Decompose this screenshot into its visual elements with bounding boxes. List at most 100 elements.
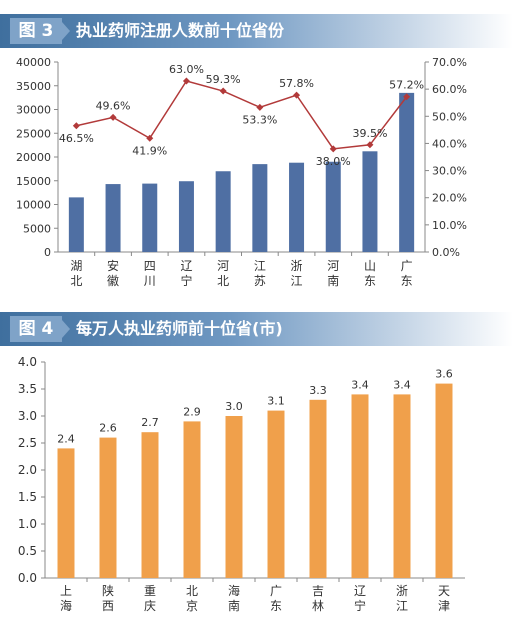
bar <box>351 394 369 578</box>
y-tick-label: 5000 <box>23 222 51 235</box>
series-line <box>76 80 408 150</box>
bar <box>142 183 158 252</box>
line-point <box>293 91 301 99</box>
y-tick-label: 25000 <box>16 127 51 140</box>
x-tick-label: 吉林 <box>312 584 324 613</box>
y2-tick-label: 30.0% <box>432 165 467 178</box>
data-label: 49.6% <box>96 99 131 112</box>
data-label: 3.6 <box>435 368 453 381</box>
x-tick-label: 陕西 <box>102 583 114 613</box>
y-tick-label: 4.0 <box>18 355 37 369</box>
y2-tick-label: 40.0% <box>432 137 467 150</box>
x-tick-label: 浙江 <box>396 584 408 613</box>
x-tick-label: 江苏 <box>254 259 266 288</box>
bar <box>178 181 194 252</box>
y2-tick-label: 0.0% <box>432 246 460 259</box>
bar <box>99 437 117 578</box>
data-label: 2.9 <box>183 405 201 418</box>
bar <box>225 416 243 578</box>
data-label: 46.5% <box>59 132 94 145</box>
data-label: 3.0 <box>225 400 243 413</box>
figure3-title: 执业药师注册人数前十位省份 <box>76 21 285 40</box>
figure4-title: 每万人执业药师前十位省(市) <box>76 319 283 338</box>
bar <box>215 171 231 252</box>
x-tick-label: 安徽 <box>107 258 119 288</box>
data-label: 38.0% <box>316 155 351 168</box>
data-label: 63.0% <box>169 63 204 76</box>
x-tick-label: 海南 <box>228 583 240 613</box>
figure3-header: 图 3 执业药师注册人数前十位省份 <box>0 14 513 48</box>
data-label: 3.4 <box>351 378 369 391</box>
y-tick-label: 20000 <box>16 151 51 164</box>
line-point <box>146 134 154 142</box>
data-label: 57.2% <box>389 79 424 92</box>
data-label: 41.9% <box>132 144 167 157</box>
data-label: 3.3 <box>309 384 327 397</box>
x-tick-label: 北京 <box>186 584 198 613</box>
bar <box>252 164 268 252</box>
data-label: 3.1 <box>267 395 285 408</box>
bar <box>435 383 453 578</box>
y-tick-label: 0.0 <box>18 571 37 585</box>
data-label: 39.5% <box>352 127 387 140</box>
data-label: 53.3% <box>242 113 277 126</box>
x-tick-label: 河南 <box>327 259 339 288</box>
y-tick-label: 1.5 <box>18 490 37 504</box>
line-point <box>219 87 227 95</box>
figure3-tag: 图 3 <box>10 18 62 44</box>
figure3-tag-arrow-icon <box>62 22 70 40</box>
data-label: 3.4 <box>393 378 411 391</box>
line-point <box>72 122 80 130</box>
figure4-chart: 0.0 0.5 1.0 1.5 2.0 2.5 3.0 3.5 4.0 2.4 上海 2.6 陕西 2.7… <box>18 355 465 613</box>
y-tick-label: 40000 <box>16 56 51 69</box>
y-tick-label: 35000 <box>16 80 51 93</box>
figure4-header: 图 4 每万人执业药师前十位省(市) <box>0 312 513 346</box>
data-label: 59.3% <box>206 73 241 86</box>
y-tick-label: 10000 <box>16 199 51 212</box>
y2-tick-label: 70.0% <box>432 56 467 69</box>
line-point <box>366 141 374 149</box>
line-point <box>182 77 190 85</box>
x-tick-label: 重庆 <box>144 584 156 613</box>
figure4-tag-arrow-icon <box>62 320 70 338</box>
bar <box>68 197 84 252</box>
y-tick-label: 2.5 <box>18 436 37 450</box>
x-tick-label: 辽宁 <box>354 584 366 613</box>
bar <box>183 421 201 578</box>
bar <box>105 184 121 252</box>
y-tick-label: 2.0 <box>18 463 37 477</box>
y2-tick-label: 20.0% <box>432 192 467 205</box>
bar <box>289 162 305 252</box>
data-label: 2.6 <box>99 422 117 435</box>
x-tick-label: 广东 <box>270 584 282 613</box>
bar <box>399 92 415 252</box>
x-tick-label: 辽宁 <box>180 259 192 288</box>
y-tick-label: 0 <box>44 246 51 259</box>
data-label: 2.4 <box>57 432 75 445</box>
bar <box>267 410 285 578</box>
bar <box>57 448 75 578</box>
y-tick-label: 1.0 <box>18 517 37 531</box>
line-point <box>329 145 337 153</box>
x-tick-label: 湖北 <box>70 258 82 288</box>
y-tick-label: 3.0 <box>18 409 37 423</box>
y-tick-label: 15000 <box>16 175 51 188</box>
bar <box>325 161 341 252</box>
y-tick-label: 3.5 <box>18 382 37 396</box>
x-tick-label: 广东 <box>401 259 413 288</box>
figure4-tag: 图 4 <box>10 316 62 342</box>
data-label: 2.7 <box>141 416 159 429</box>
x-tick-label: 天津 <box>438 584 450 613</box>
data-label: 57.8% <box>279 77 314 90</box>
bar <box>309 399 327 578</box>
bar <box>141 432 159 578</box>
y-tick-label: 30000 <box>16 104 51 117</box>
line-point <box>256 103 264 111</box>
x-tick-label: 河北 <box>217 259 229 288</box>
x-tick-label: 上海 <box>60 584 72 613</box>
figure3-chart: 0 5000 10000 15000 20000 25000 30000 35000 40000… <box>16 56 467 288</box>
y-tick-label: 0.5 <box>18 544 37 558</box>
y2-tick-label: 50.0% <box>432 110 467 123</box>
bar <box>362 151 378 252</box>
x-tick-label: 浙江 <box>291 259 303 288</box>
